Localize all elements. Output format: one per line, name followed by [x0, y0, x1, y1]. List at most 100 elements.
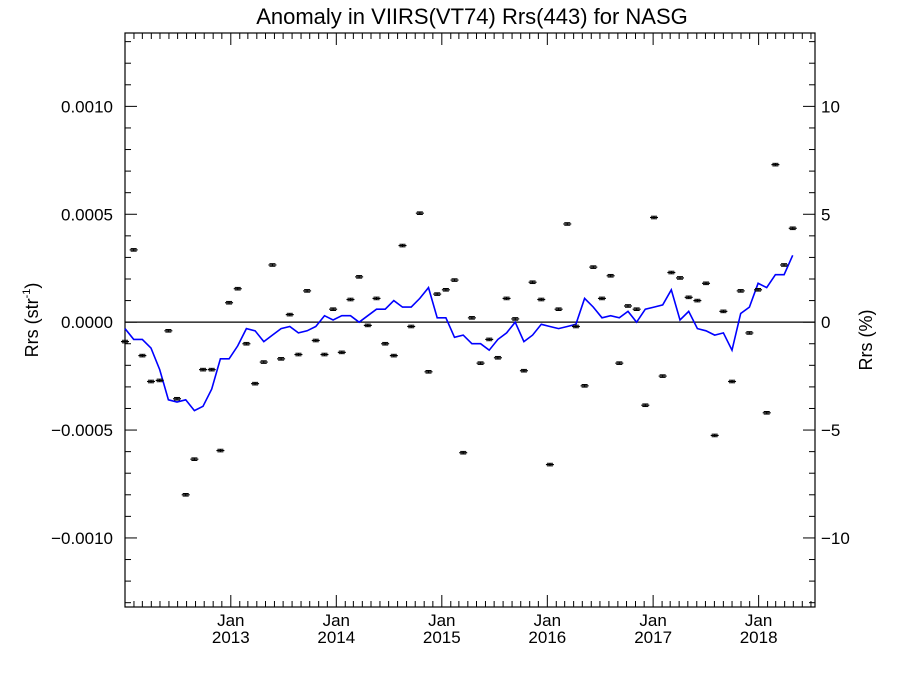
y2-tick-label: 5	[821, 205, 830, 224]
data-point	[641, 403, 650, 408]
y-axis-label-main: Rrs (str	[22, 298, 42, 357]
data-point	[528, 280, 537, 285]
data-point	[589, 265, 598, 269]
data-point	[320, 352, 329, 357]
data-point	[329, 307, 338, 312]
x-tick-label-month: Jan	[745, 611, 772, 630]
y-tick-label: 0.0000	[61, 313, 113, 332]
data-point	[285, 312, 294, 317]
data-point	[181, 492, 190, 497]
data-point	[615, 361, 624, 365]
data-point	[259, 360, 268, 364]
y-axis-label-close: )	[22, 283, 42, 289]
y-tick-label: 0.0005	[61, 205, 113, 224]
data-point	[676, 276, 685, 280]
data-point	[571, 324, 580, 329]
x-tick-label-year: 2013	[212, 628, 250, 647]
data-point	[129, 248, 138, 252]
data-point	[788, 226, 797, 231]
axes: −0.0010 −0.0005 0.0000 0.0005 0.0010 −10 −5 0 5 1…	[51, 32, 850, 647]
data-point	[242, 341, 251, 346]
data-point	[684, 295, 693, 300]
chart-title: Anomaly in VIIRS(VT74) Rrs(443) for NASG	[256, 4, 688, 29]
data-point	[780, 263, 789, 267]
data-point	[303, 289, 312, 293]
data-point	[433, 292, 442, 296]
data-point	[199, 367, 208, 372]
x-tick-label-month: Jan	[217, 611, 244, 630]
data-point	[485, 337, 494, 342]
data-point	[459, 450, 468, 455]
data-point	[251, 381, 260, 386]
data-point	[754, 287, 763, 292]
data-point	[736, 289, 745, 293]
data-point	[511, 317, 520, 321]
data-point	[294, 352, 303, 357]
x-tick-label-month: Jan	[323, 611, 350, 630]
data-point	[415, 211, 424, 215]
data-point	[216, 448, 225, 453]
data-point	[138, 353, 147, 358]
data-point	[268, 263, 277, 267]
y-axis-label-superscript: -1	[21, 289, 33, 299]
data-point	[173, 396, 182, 401]
y2-tick-label: −10	[821, 529, 850, 548]
data-point	[147, 379, 156, 384]
data-point	[545, 462, 554, 467]
data-point	[225, 300, 234, 305]
data-point	[407, 324, 416, 329]
y-tick-label: 0.0010	[61, 97, 113, 116]
data-point	[710, 433, 719, 438]
data-point	[450, 278, 459, 282]
data-point	[311, 338, 320, 343]
data-point	[467, 316, 476, 320]
data-point	[372, 296, 381, 301]
data-point	[537, 297, 546, 302]
data-point	[346, 297, 355, 302]
data-point	[190, 457, 199, 461]
x-tick-label-month: Jan	[428, 611, 455, 630]
data-point	[563, 222, 572, 226]
series-points	[121, 162, 797, 497]
y2-axis-label: Rrs (%)	[856, 310, 876, 371]
data-point	[337, 350, 346, 355]
data-point	[667, 270, 676, 275]
data-point	[771, 162, 780, 167]
data-point	[693, 298, 702, 303]
y-axis-label: Rrs (str-1)	[21, 283, 42, 358]
x-tick-label-year: 2015	[423, 628, 461, 647]
data-point	[502, 296, 511, 301]
anomaly-line	[124, 254, 794, 412]
data-point	[728, 379, 737, 384]
y-tick-label: −0.0010	[51, 529, 113, 548]
data-point	[277, 357, 286, 361]
data-point	[719, 309, 728, 314]
data-point	[164, 328, 173, 333]
y2-tick-label: −5	[821, 421, 840, 440]
series-line	[124, 254, 794, 412]
data-point	[632, 307, 641, 312]
y2-tick-label: 0	[821, 313, 830, 332]
data-point	[762, 410, 771, 415]
y-tick-label: −0.0005	[51, 421, 113, 440]
data-point	[155, 378, 164, 383]
x-tick-label-year: 2017	[634, 628, 672, 647]
data-point	[606, 273, 615, 278]
x-tick-label-year: 2018	[740, 628, 778, 647]
data-point	[519, 368, 528, 373]
data-point	[363, 323, 372, 328]
data-point	[389, 353, 398, 358]
data-point	[441, 287, 450, 292]
x-tick-label-month: Jan	[534, 611, 561, 630]
data-point	[233, 286, 242, 291]
data-point	[121, 339, 129, 344]
x-tick-label-year: 2016	[528, 628, 566, 647]
data-point	[424, 369, 433, 374]
data-point	[649, 215, 658, 220]
data-point	[554, 307, 563, 312]
data-point	[355, 275, 364, 279]
data-point	[476, 361, 485, 365]
y2-tick-label: 10	[821, 97, 840, 116]
data-point	[623, 304, 632, 308]
